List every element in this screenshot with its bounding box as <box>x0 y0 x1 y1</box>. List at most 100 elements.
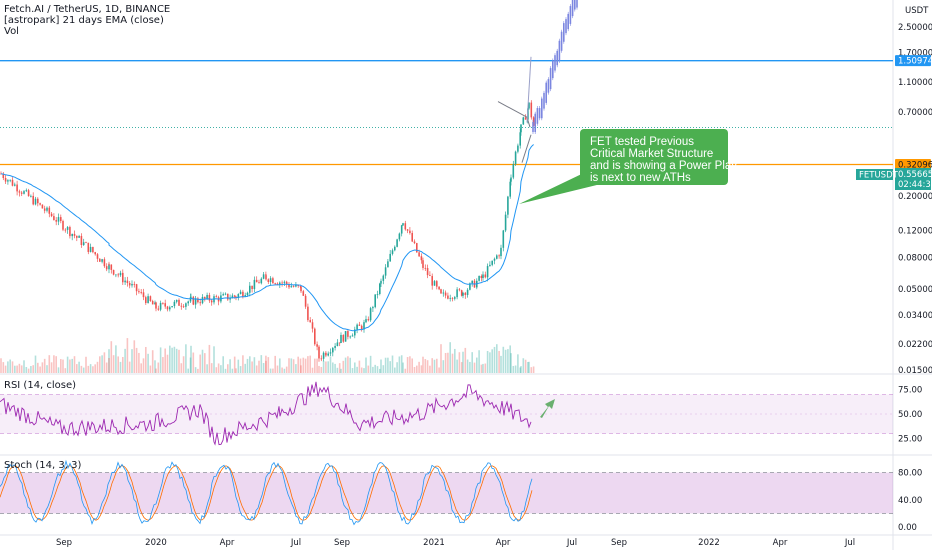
candle-body <box>27 190 30 197</box>
candle-body <box>424 267 427 269</box>
volume-bar <box>520 366 522 373</box>
candle-body <box>110 264 113 270</box>
candle <box>507 195 509 219</box>
candle <box>420 253 423 264</box>
candle <box>142 288 145 301</box>
candle <box>155 301 157 312</box>
candle-body <box>239 291 242 295</box>
volume-bar <box>138 352 140 373</box>
candle-body <box>192 296 195 305</box>
candle-body <box>482 274 484 279</box>
candle <box>404 220 407 231</box>
volume-bar <box>162 357 164 373</box>
candle-body <box>64 229 67 231</box>
candle <box>530 100 533 120</box>
candle-body <box>133 283 136 285</box>
candle <box>504 211 507 233</box>
volume-bar <box>175 348 178 373</box>
volume-bar <box>147 353 149 373</box>
candle-body <box>115 274 117 276</box>
candle-body <box>4 177 7 182</box>
candle <box>391 248 394 256</box>
time-tick-label: Jul <box>290 538 301 548</box>
candle <box>349 335 351 339</box>
candle-body <box>514 151 517 165</box>
candle-body <box>429 275 431 277</box>
candle <box>458 287 461 292</box>
candle-body <box>329 352 332 354</box>
volume-bar <box>0 358 2 373</box>
candle-body <box>96 254 99 259</box>
candle-body <box>185 303 187 307</box>
candle <box>351 333 354 337</box>
candle-body <box>418 252 420 257</box>
projection-bar <box>571 0 574 17</box>
volume-bar <box>115 345 117 373</box>
volume-bar <box>46 365 48 373</box>
candle <box>151 299 154 305</box>
candle-body <box>119 272 122 276</box>
candle-body <box>290 286 293 288</box>
volume-bar <box>356 366 358 373</box>
volume-bar <box>4 365 7 373</box>
volume-label[interactable]: Vol <box>4 26 19 37</box>
rsi-trend-arrow <box>540 399 555 418</box>
candle-body <box>342 334 345 342</box>
volume-bar <box>297 356 299 373</box>
volume-bar <box>486 350 489 373</box>
time-tick-label: Jul <box>566 538 577 548</box>
rsi-legend[interactable]: RSI (14, close) <box>4 380 77 391</box>
candle <box>302 289 305 296</box>
candle-body <box>426 268 429 276</box>
candle <box>173 299 176 309</box>
volume-bar <box>53 355 55 373</box>
candle-body <box>295 284 297 287</box>
candle-body <box>309 320 311 323</box>
candle <box>363 319 365 333</box>
candle <box>389 250 391 262</box>
symbol-title[interactable]: Fetch.AI / TetherUS, 1D, BINANCE <box>4 4 171 15</box>
candle <box>258 279 260 284</box>
projection-bar <box>558 40 561 61</box>
candle-body <box>242 291 244 297</box>
candle-body <box>496 255 498 259</box>
volume-bar <box>433 359 436 373</box>
candle <box>55 217 57 226</box>
candle <box>402 222 404 226</box>
candle-body <box>14 184 16 186</box>
volume-bar <box>251 361 253 373</box>
candle-body <box>169 307 171 310</box>
candle-body <box>41 204 44 209</box>
candle <box>498 254 500 259</box>
volume-bar <box>249 356 251 373</box>
candle-body <box>530 102 533 118</box>
candle <box>466 288 469 298</box>
candle <box>171 305 173 308</box>
candle-body <box>131 283 133 286</box>
stoch-legend[interactable]: Stoch (14, 3, 3) <box>4 460 82 471</box>
candle-body <box>524 117 527 120</box>
volume-bar <box>128 361 131 373</box>
candle-body <box>108 264 110 270</box>
projection-bar <box>534 113 536 133</box>
candle <box>269 276 272 286</box>
candle <box>491 260 493 267</box>
candle <box>154 300 156 305</box>
volume-bar <box>288 358 290 373</box>
candle <box>500 244 502 260</box>
candle <box>131 280 133 288</box>
breakout-wick <box>526 56 532 123</box>
volume-bar <box>338 363 341 373</box>
candle-body <box>380 280 382 284</box>
volume-bar <box>374 364 376 373</box>
candle-body <box>316 344 318 347</box>
volume-bar <box>404 368 407 373</box>
candle <box>493 257 496 265</box>
volume-bar <box>222 356 224 373</box>
ema-indicator-label[interactable]: [astropark] 21 days EMA (close) <box>4 15 164 26</box>
candle-body <box>420 256 423 261</box>
candle-body <box>69 227 71 237</box>
candle-body <box>363 322 365 330</box>
volume-bar <box>145 346 147 373</box>
